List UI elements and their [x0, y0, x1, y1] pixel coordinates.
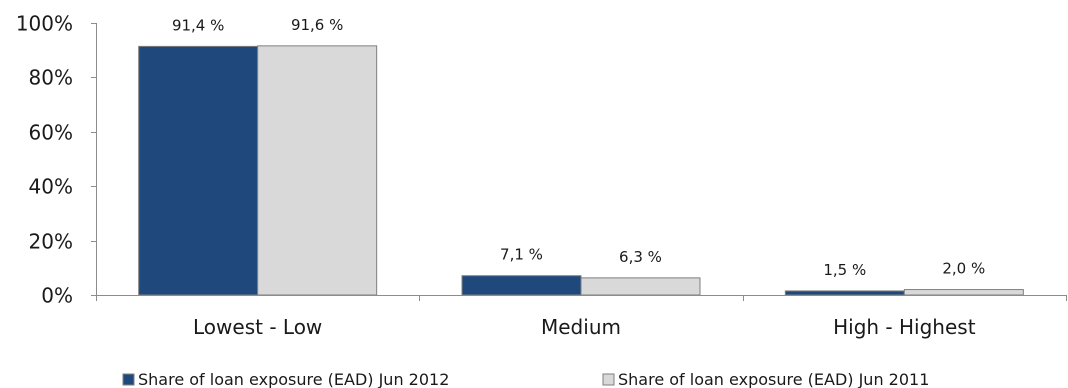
y-tick-label: 40% [29, 175, 73, 199]
bar [580, 277, 701, 296]
bar [903, 289, 1024, 296]
bars [138, 45, 1024, 296]
y-tick-label: 80% [29, 66, 73, 90]
bar [138, 45, 259, 296]
legend-swatch [602, 373, 615, 386]
x-category-label: Medium [541, 315, 621, 339]
y-tick-label: 0% [41, 284, 73, 308]
bar [784, 290, 905, 296]
legend-label: Share of loan exposure (EAD) Jun 2011 [618, 370, 929, 388]
data-label: 91,6 % [291, 16, 343, 34]
data-label: 2,0 % [942, 260, 985, 278]
y-tick-label: 100% [16, 12, 73, 36]
y-tick-label: 20% [29, 230, 73, 254]
bar [461, 275, 582, 296]
x-axis-ticks [96, 295, 1067, 301]
data-label: 91,4 % [172, 16, 224, 34]
category-labels: Lowest - Low Medium High - Highest [193, 315, 976, 339]
x-category-label: High - Highest [833, 315, 976, 339]
y-axis-ticks: 0% 20% 40% 60% 80% 100% [16, 12, 97, 308]
data-label: 6,3 % [619, 248, 662, 266]
bar [257, 45, 378, 296]
y-tick-label: 60% [29, 121, 73, 145]
legend-item: Share of loan exposure (EAD) Jun 2011 [602, 370, 929, 388]
legend-swatch [122, 373, 135, 386]
legend-label: Share of loan exposure (EAD) Jun 2012 [138, 370, 449, 388]
data-label: 7,1 % [500, 246, 543, 264]
data-label: 1,5 % [823, 261, 866, 279]
data-labels: 91,4 % 91,6 % 7,1 % 6,3 % 1,5 % 2,0 % [172, 16, 985, 279]
legend: Share of loan exposure (EAD) Jun 2012 Sha… [122, 370, 929, 388]
x-category-label: Lowest - Low [193, 315, 322, 339]
legend-item: Share of loan exposure (EAD) Jun 2012 [122, 370, 449, 388]
